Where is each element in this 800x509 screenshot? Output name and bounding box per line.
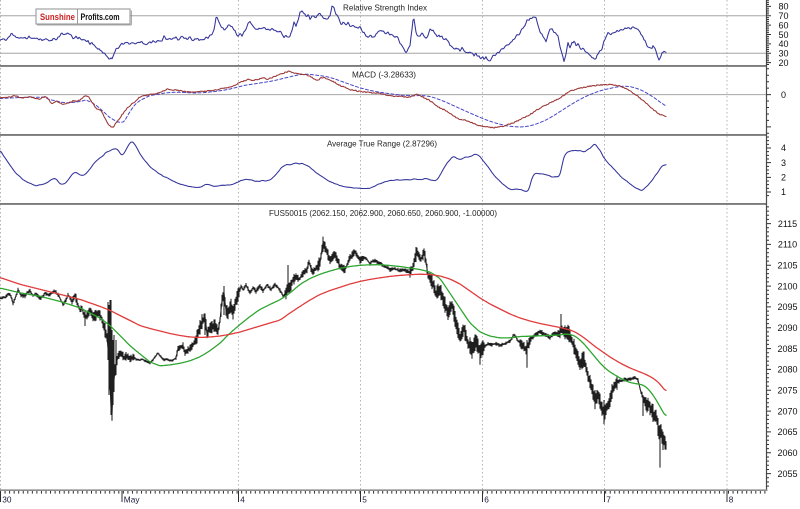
svg-text:Relative Strength Index: Relative Strength Index [343, 3, 428, 13]
svg-text:2060: 2060 [777, 448, 797, 458]
svg-text:MACD (-3.28633): MACD (-3.28633) [352, 70, 416, 80]
svg-text:30: 30 [2, 495, 12, 505]
svg-text:2065: 2065 [777, 427, 797, 437]
svg-text:2070: 2070 [777, 406, 797, 416]
svg-text:2090: 2090 [777, 323, 797, 333]
svg-text:20: 20 [778, 58, 788, 68]
svg-text:80: 80 [778, 2, 788, 12]
svg-text:5: 5 [362, 495, 367, 505]
svg-text:1: 1 [781, 187, 786, 197]
svg-text:6: 6 [484, 495, 489, 505]
svg-text:50: 50 [778, 30, 788, 40]
svg-text:3: 3 [781, 158, 786, 168]
svg-text:70: 70 [778, 11, 788, 21]
svg-text:7: 7 [606, 495, 611, 505]
svg-text:2: 2 [781, 173, 786, 183]
svg-text:Average True Range (2.87296): Average True Range (2.87296) [327, 139, 437, 149]
svg-text:May: May [124, 495, 141, 505]
svg-text:FUS50015 (2062.150, 2062.900,: FUS50015 (2062.150, 2062.900, 2060.650, … [269, 208, 497, 218]
svg-text:30: 30 [778, 49, 788, 59]
svg-text:40: 40 [778, 39, 788, 49]
svg-text:2105: 2105 [777, 261, 797, 271]
svg-text:4: 4 [240, 495, 245, 505]
svg-text:2055: 2055 [777, 469, 797, 479]
svg-text:2095: 2095 [777, 302, 797, 312]
svg-text:2080: 2080 [777, 365, 797, 375]
svg-text:4: 4 [781, 143, 786, 153]
svg-text:60: 60 [778, 20, 788, 30]
svg-text:2075: 2075 [777, 386, 797, 396]
svg-text:2085: 2085 [777, 344, 797, 354]
svg-text:2115: 2115 [778, 219, 797, 229]
svg-text:2110: 2110 [778, 240, 797, 250]
svg-text:0: 0 [781, 90, 786, 100]
svg-text:Profits.com: Profits.com [81, 11, 120, 22]
svg-text:2100: 2100 [777, 281, 797, 291]
svg-text:8: 8 [729, 495, 734, 505]
svg-text:Sunshine: Sunshine [40, 11, 75, 22]
